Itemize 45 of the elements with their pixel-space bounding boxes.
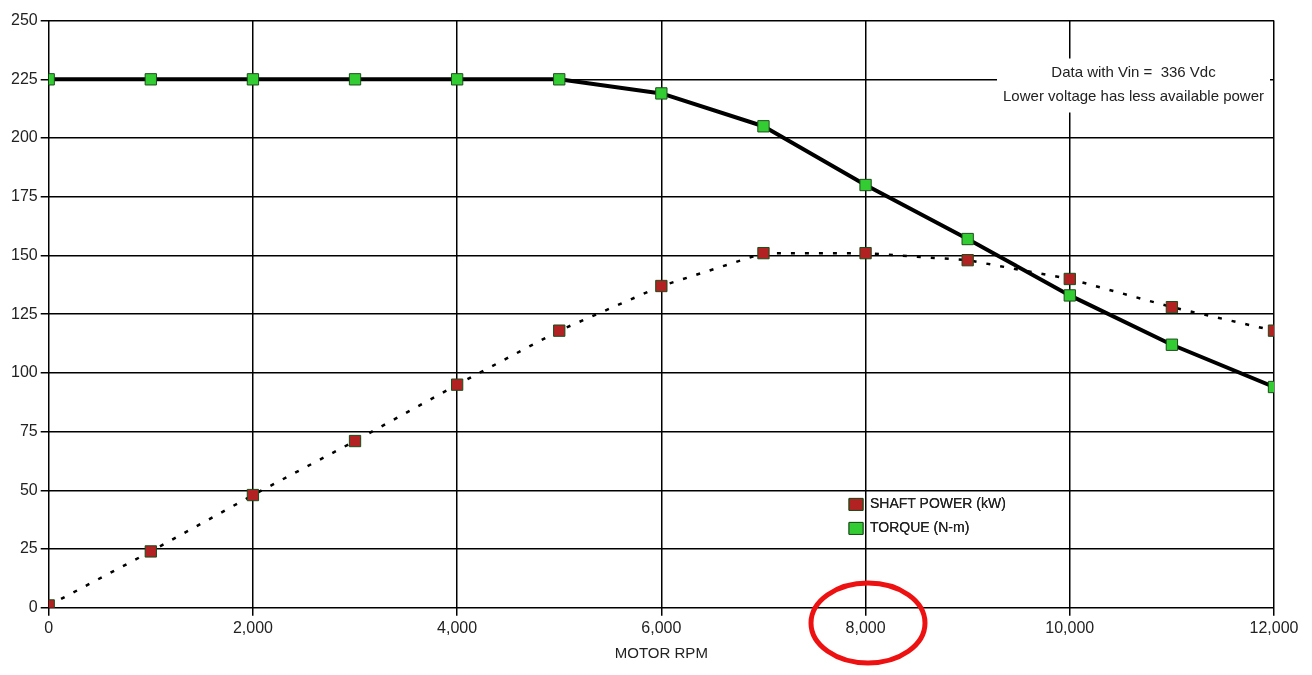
y-tick-label: 125 xyxy=(10,304,38,322)
point xyxy=(450,73,464,86)
point xyxy=(1063,272,1076,286)
annotation: Data with Vin = 336 Vdc xyxy=(1051,62,1217,80)
point xyxy=(1165,301,1179,314)
x-tick-label: 10,000 xyxy=(1045,618,1095,636)
point xyxy=(144,73,157,86)
x-axis-title: MOTOR RPM xyxy=(614,644,708,662)
point xyxy=(1165,338,1179,351)
point xyxy=(757,246,770,260)
y-tick-label: 100 xyxy=(10,363,38,381)
point xyxy=(144,545,157,558)
annotation: Lower voltage has less available power xyxy=(1003,86,1264,104)
point xyxy=(1063,289,1076,302)
y-tick-label: 25 xyxy=(19,539,38,557)
x-tick-label: 6,000 xyxy=(641,618,682,636)
y-tick-label: 225 xyxy=(10,69,38,87)
point xyxy=(961,254,974,267)
y-tick-label: 50 xyxy=(19,480,38,498)
point xyxy=(450,378,464,391)
point xyxy=(553,324,566,337)
point xyxy=(246,488,260,502)
point xyxy=(655,279,668,293)
y-tick-label: 175 xyxy=(10,187,38,205)
point xyxy=(655,87,668,100)
point xyxy=(859,246,872,260)
y-tick-label: 250 xyxy=(10,11,38,29)
x-tick-label: 0 xyxy=(44,618,54,636)
x-tick-label: 4,000 xyxy=(437,618,478,636)
x-tick-label: 8,000 xyxy=(845,618,886,636)
x-tick-label: 2,000 xyxy=(232,618,274,636)
y-tick-label: 75 xyxy=(19,422,38,440)
y-tick-label: 200 xyxy=(10,128,38,146)
point xyxy=(961,232,974,246)
y-tick-label: 0 xyxy=(28,598,38,616)
point xyxy=(757,120,770,133)
point xyxy=(553,73,566,86)
x-tick-label: 12,000 xyxy=(1249,618,1299,636)
point xyxy=(348,73,362,86)
point xyxy=(246,73,260,86)
legend-label: TORQUE (N-m) xyxy=(870,519,970,536)
legend-label: SHAFT POWER (kW) xyxy=(870,495,1006,512)
y-tick-label: 150 xyxy=(10,245,38,263)
point xyxy=(859,178,872,192)
point xyxy=(348,434,362,448)
